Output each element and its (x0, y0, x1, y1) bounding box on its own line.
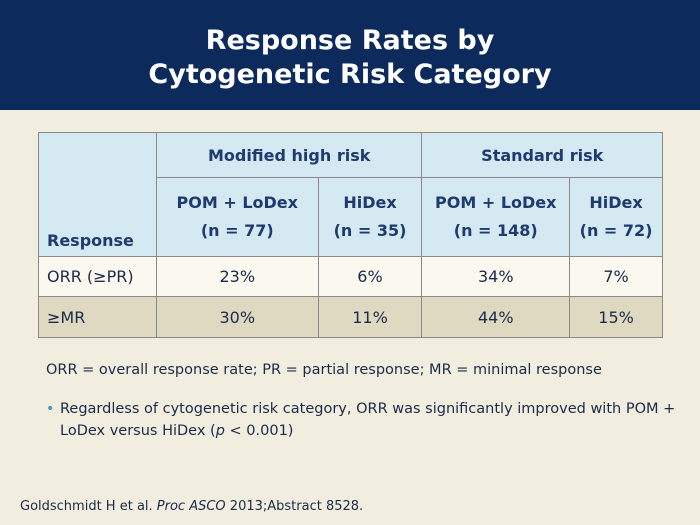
group-header-standard-risk: Standard risk (421, 132, 663, 178)
table-row: ≥MR 30% 11% 44% 15% (38, 296, 663, 338)
bullet-dot-icon: • (46, 401, 55, 417)
table-cell: 30% (155, 296, 319, 338)
p-value-symbol: p (215, 423, 225, 439)
column-header-line2: (n = 77) (200, 221, 274, 240)
bullet-text: Regardless of cytogenetic risk category,… (60, 401, 676, 439)
column-header: POM + LoDex (n = 77) (155, 177, 319, 257)
citation-journal: Proc ASCO (156, 499, 226, 514)
table-cell: 6% (317, 256, 423, 297)
table-cell: 7% (569, 256, 663, 297)
column-header: POM + LoDex (n = 148) (421, 177, 571, 257)
column-header: HiDex (n = 72) (569, 177, 663, 257)
column-header-line1: HiDex (589, 193, 643, 212)
column-header: HiDex (n = 35) (317, 177, 423, 257)
column-header-line2: (n = 148) (453, 221, 538, 240)
slide-title-line-1: Response Rates by (205, 25, 495, 56)
table-cell: 34% (421, 256, 571, 297)
abbreviations-note: ORR = overall response rate; PR = partia… (46, 362, 602, 378)
group-header-modified-high-risk: Modified high risk (155, 132, 423, 178)
column-header-line2: (n = 35) (333, 221, 407, 240)
table-cell: 44% (421, 296, 571, 338)
column-header-line1: HiDex (343, 193, 397, 212)
row-label: ORR (≥PR) (38, 256, 157, 297)
row-label: ≥MR (38, 296, 157, 338)
table-cell: 11% (317, 296, 423, 338)
column-header-line2: (n = 72) (579, 221, 653, 240)
response-rates-table: Response Modified high risk Standard ris… (38, 132, 663, 338)
table-cell: 15% (569, 296, 663, 338)
slide-title-line-2: Cytogenetic Risk Category (148, 59, 552, 90)
table-row: ORR (≥PR) 23% 6% 34% 7% (38, 256, 663, 297)
response-column-header: Response (38, 132, 157, 257)
column-header-line1: POM + LoDex (435, 193, 557, 212)
slide-header: Response Rates by Cytogenetic Risk Categ… (0, 0, 700, 110)
citation-rest: 2013;Abstract 8528. (225, 499, 364, 514)
citation: Goldschmidt H et al. Proc ASCO 2013;Abst… (20, 499, 363, 514)
bullet-text-end: < 0.001) (224, 423, 294, 439)
citation-authors: Goldschmidt H et al. (20, 499, 157, 514)
bullet-point: • Regardless of cytogenetic risk categor… (46, 398, 680, 442)
table-cell: 23% (155, 256, 319, 297)
column-header-line1: POM + LoDex (176, 193, 298, 212)
